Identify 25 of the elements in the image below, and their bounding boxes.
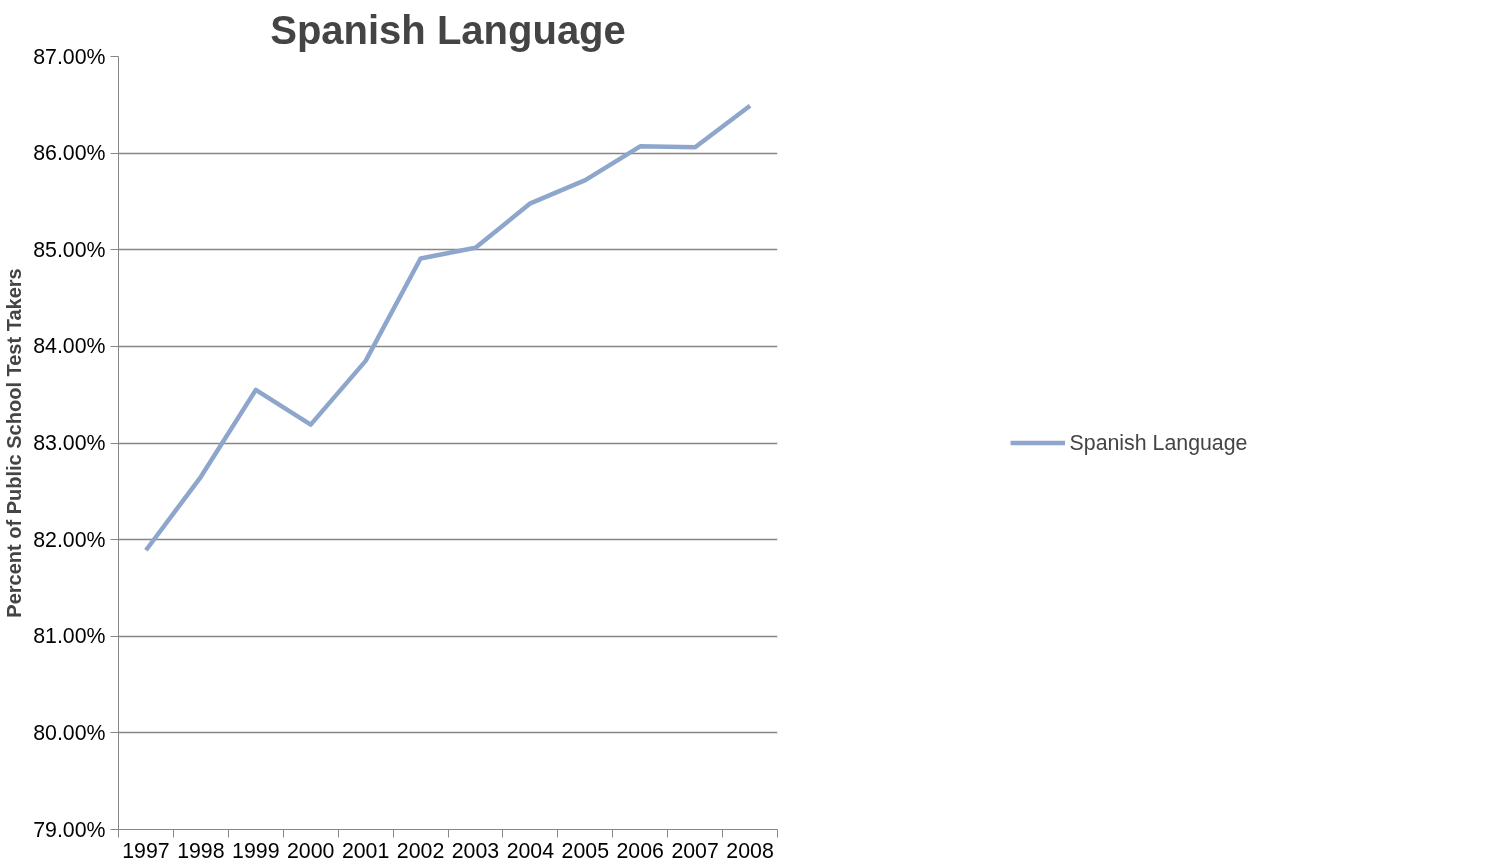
legend-label: Spanish Language [1069,430,1248,455]
x-tick-label: 1997 [122,838,170,863]
x-tick-label: 2004 [506,838,555,863]
x-tick-label: 2006 [616,838,664,863]
x-tick-label: 2002 [396,838,445,863]
y-tick-label: 82.00% [33,527,106,552]
y-tick-label: 85.00% [33,237,106,262]
x-tick-label: 2005 [561,838,610,863]
x-tick-label: 2007 [671,838,719,863]
y-tick-label: 84.00% [33,334,106,359]
x-tick-label: 2001 [341,838,390,863]
y-tick-label: 83.00% [33,431,106,455]
y-tick-label: 86.00% [33,141,106,166]
x-tick-label: 1999 [232,838,280,863]
x-tick-label: 2000 [286,838,335,863]
y-tick-label: 80.00% [33,720,106,745]
x-tick-label: 1998 [177,838,225,863]
line-series [143,103,753,553]
y-tick-label: 81.00% [33,624,106,649]
x-tick-label: 2003 [451,838,500,863]
y-axis-title: Percent of Public School Test Takers [3,268,26,618]
chart-title: Spanish Language [270,7,626,52]
y-tick-label: 79.00% [33,817,106,842]
x-tick-label: 2008 [726,838,774,863]
y-tick-label: 87.00% [33,44,106,69]
